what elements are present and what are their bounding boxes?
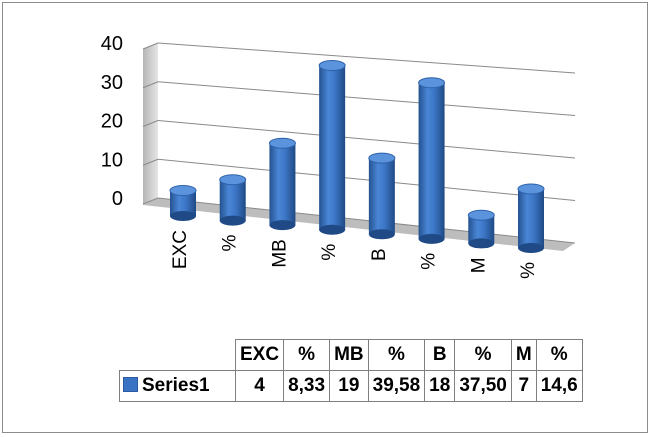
- bar-top: [368, 152, 396, 164]
- bar-base: [319, 224, 346, 235]
- series-name: Series1: [142, 375, 210, 396]
- bar: [268, 137, 296, 231]
- chart-frame: 0 10 20 30 40 EXC% MB% B% M% EXC % MB % B % M %…: [2, 2, 648, 433]
- data-table-header: %: [535, 339, 583, 371]
- data-table-cell: 18: [424, 370, 456, 402]
- data-table-header: %: [283, 339, 331, 371]
- gridline: [157, 158, 576, 201]
- gridline-side: [142, 42, 159, 50]
- data-table-header: B: [424, 339, 456, 371]
- x-tick-label: %: [419, 253, 440, 270]
- data-table-cell: 8,33: [283, 370, 331, 402]
- gridline-side: [142, 81, 159, 89]
- bar-top: [318, 60, 346, 72]
- bar-top: [467, 209, 495, 221]
- x-tick-label: EXC: [170, 230, 191, 269]
- bar-base: [368, 229, 395, 240]
- data-table-header: %: [454, 339, 512, 371]
- data-table-cell: 19: [329, 370, 369, 402]
- data-table-cell: 14,6: [535, 370, 583, 402]
- chart-plot: 0 10 20 30 40 EXC% MB% B% M%: [101, 33, 576, 279]
- chart-floor: [143, 198, 575, 251]
- data-table-cell: 37,50: [454, 370, 512, 402]
- data-table-header: EXC: [234, 339, 285, 371]
- gridline: [157, 81, 576, 116]
- bar-body: [518, 188, 544, 248]
- bar-top: [169, 185, 197, 196]
- bar-body: [368, 158, 395, 235]
- bar-base: [170, 211, 196, 221]
- bar-base: [468, 238, 495, 249]
- bar: [467, 209, 495, 249]
- bar-body: [219, 179, 246, 221]
- bar: [219, 174, 247, 226]
- bar-body: [319, 65, 346, 230]
- legend-key-swatch: [123, 377, 138, 392]
- bar: [169, 185, 197, 221]
- x-tick-label: %: [518, 262, 539, 279]
- y-tick-label: 10: [101, 149, 123, 171]
- y-tick-label: 0: [112, 188, 123, 210]
- bar-top: [517, 183, 545, 195]
- gridline-side: [142, 197, 159, 205]
- data-table-header: M: [510, 339, 537, 371]
- bar-base: [518, 243, 544, 253]
- gridline-side: [142, 120, 159, 127]
- data-table-header: %: [367, 339, 426, 371]
- bar: [318, 60, 346, 235]
- y-tick-label: 40: [101, 33, 123, 55]
- x-tick-label: B: [369, 248, 390, 261]
- bar: [418, 77, 446, 244]
- data-table-cell: 4: [234, 370, 285, 402]
- legend-entry: Series1: [119, 370, 236, 402]
- bar-top: [418, 77, 446, 89]
- bar-body: [269, 143, 296, 226]
- bar: [517, 183, 545, 253]
- data-table-cell: 7: [510, 370, 537, 402]
- bar-body: [418, 82, 445, 239]
- data-table-header: MB: [329, 339, 369, 371]
- bar-base: [219, 215, 246, 226]
- bar-base: [418, 233, 445, 244]
- bar-top: [268, 137, 296, 149]
- gridline-side: [142, 158, 159, 166]
- y-tick-label: 30: [101, 72, 123, 94]
- data-table-corner: [119, 339, 236, 371]
- bar-base: [269, 220, 296, 231]
- y-tick-label: 20: [101, 111, 123, 133]
- gridline: [157, 120, 576, 159]
- x-tick-label: MB: [269, 239, 290, 268]
- bar: [368, 152, 396, 240]
- bar-top: [219, 174, 247, 186]
- gridline: [157, 42, 576, 74]
- x-tick-label: %: [220, 234, 241, 251]
- data-table-cell: 39,58: [367, 370, 426, 402]
- data-table: EXC % MB % B % M % Series1 4 8,33 19 39,…: [119, 339, 583, 402]
- x-tick-label: %: [319, 244, 340, 261]
- data-table-header-row: EXC % MB % B % M %: [119, 339, 583, 371]
- x-tick-label: M: [468, 257, 489, 273]
- data-table-series-row: Series1 4 8,33 19 39,58 18 37,50 7 14,6: [119, 370, 583, 402]
